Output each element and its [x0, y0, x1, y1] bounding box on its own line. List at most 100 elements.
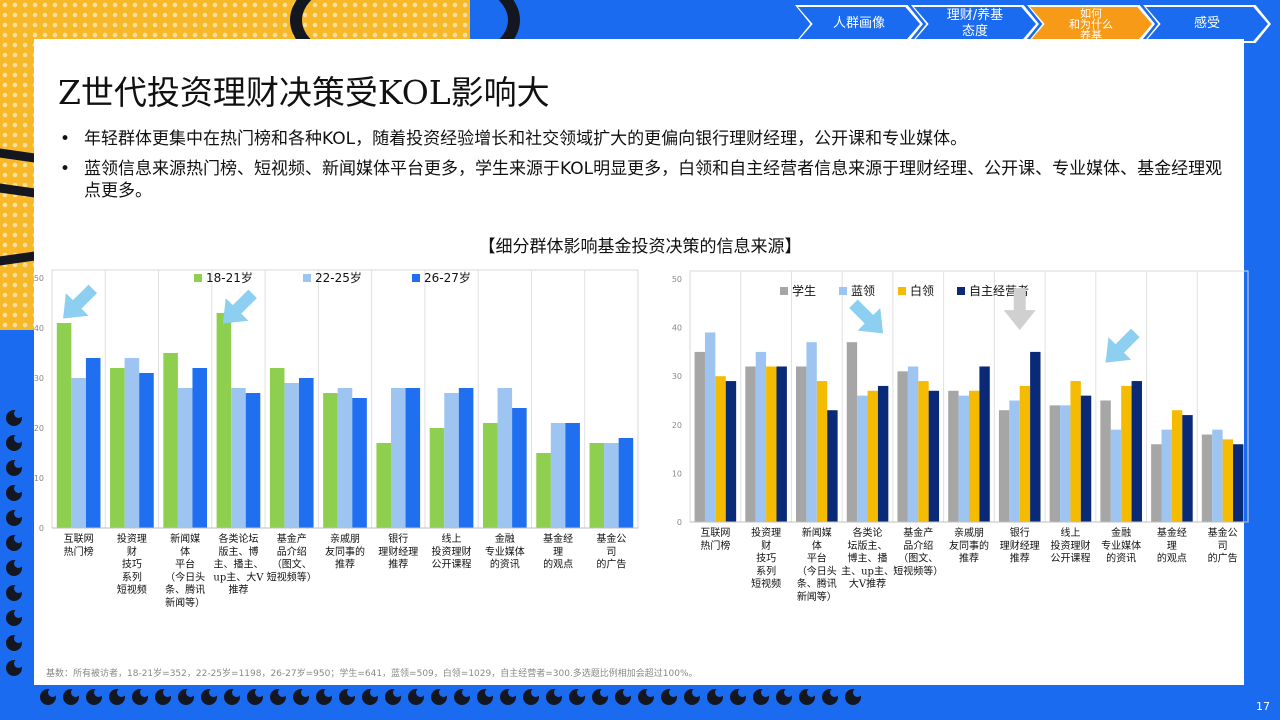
legend-swatch — [412, 274, 420, 282]
bar — [806, 342, 817, 522]
bar — [497, 388, 513, 528]
x-tick-label: 亲戚朋友同事的推荐 — [325, 532, 365, 571]
bar — [536, 453, 551, 528]
bar — [928, 390, 940, 522]
bar — [979, 366, 990, 522]
bar — [352, 398, 367, 528]
legend-swatch — [957, 287, 965, 295]
bar — [85, 358, 101, 528]
legend-swatch — [303, 274, 311, 282]
moon-shape — [753, 688, 770, 705]
moon-shape — [684, 688, 701, 705]
y-tick-label: 20 — [34, 424, 44, 433]
bar — [269, 368, 285, 528]
highlight-arrow-icon — [1105, 328, 1140, 363]
moon-shape — [362, 688, 379, 705]
moon-shape — [178, 688, 195, 705]
x-tick-label: 新闻媒体平台（今日头条、腾讯新闻等） — [165, 532, 205, 609]
moon-shape — [546, 688, 563, 705]
bar — [458, 388, 474, 528]
moon-shape — [707, 688, 724, 705]
nav-tab-label: 如何 和为什么 养基 — [1069, 6, 1113, 42]
bar — [857, 395, 868, 522]
moon-shape — [6, 509, 23, 526]
legend-label: 22-25岁 — [315, 270, 362, 285]
bar — [1121, 385, 1132, 522]
moon-shape — [6, 584, 23, 601]
x-tick-label: 各类论坛版主、博主、播主、up主、大V推荐 — [841, 526, 894, 590]
x-tick-label: 基金产品介绍（图文、短视频等） — [267, 532, 317, 583]
section-nav: 人群画像 理财/养基 态度 如何 和为什么 养基 感受 — [795, 5, 1275, 43]
bar — [776, 366, 787, 522]
bar — [998, 410, 1010, 522]
moon-shape — [477, 688, 494, 705]
chart-left: 0 10 20 30 40 50 互联网热门榜 投资理财技巧系列短视频 新闻媒体平台（今日头条、… — [30, 262, 650, 626]
x-tick-label: 金融专业媒体的资讯 — [1101, 526, 1141, 565]
bar — [565, 423, 580, 528]
x-tick-label: 基金经理的观点 — [543, 532, 573, 571]
bar — [1161, 429, 1172, 522]
highlight-arrow-icon — [1003, 288, 1036, 331]
bar — [604, 443, 619, 528]
bar — [1171, 410, 1183, 522]
nav-tab-label: 理财/养基 态度 — [946, 8, 1004, 39]
bar — [704, 332, 716, 522]
moon-shape — [63, 688, 80, 705]
moon-shape — [339, 688, 356, 705]
nav-tab[interactable]: 感受 — [1143, 5, 1271, 43]
bar — [1009, 400, 1020, 522]
bar — [444, 393, 459, 528]
bar — [745, 366, 756, 522]
legend-label: 白领 — [910, 283, 934, 298]
bar — [948, 390, 959, 522]
x-tick-label: 银行理财经理推荐 — [1000, 526, 1040, 565]
bar — [816, 381, 828, 522]
y-tick-label: 20 — [672, 421, 682, 430]
moon-shape — [822, 688, 839, 705]
bar — [694, 351, 705, 522]
bar — [796, 366, 807, 522]
legend-label: 26-27岁 — [424, 270, 471, 285]
bar — [124, 358, 140, 528]
moon-shape — [799, 688, 816, 705]
bar — [1030, 351, 1041, 522]
x-tick-label: 新闻媒体平台（今日头条、腾讯新闻等） — [797, 526, 837, 603]
bar — [725, 381, 737, 522]
moon-shape — [730, 688, 747, 705]
y-tick-label: 0 — [677, 518, 682, 527]
chart-left-svg: 0 10 20 30 40 50 互联网热门榜投资理财技巧系列短视频新闻媒体平台（今日头条、… — [34, 269, 639, 609]
legend-swatch — [839, 287, 847, 295]
chart-heading: 【细分群体影响基金投资决策的信息来源】 — [478, 237, 802, 257]
bar — [550, 423, 566, 528]
footnote: 基数：所有被访者，18-21岁=352，22-25岁=1198，26-27岁=9… — [46, 669, 698, 679]
y-tick-label: 40 — [672, 324, 682, 333]
bar — [755, 351, 767, 522]
bar — [405, 388, 421, 528]
nav-tab-label: 人群画像 — [832, 16, 885, 31]
nav-tab[interactable]: 如何 和为什么 养基 — [1027, 5, 1155, 43]
bar — [969, 390, 980, 522]
bar — [897, 371, 908, 522]
bar — [177, 388, 193, 528]
bar — [715, 376, 726, 522]
bar — [216, 313, 232, 528]
bar — [71, 378, 86, 528]
legend-swatch — [194, 274, 202, 282]
moon-shape — [132, 688, 149, 705]
moon-shape — [155, 688, 172, 705]
bar — [482, 423, 498, 528]
legend-label: 18-21岁 — [206, 270, 253, 285]
moon-shape — [224, 688, 241, 705]
nav-tab[interactable]: 理财/养基 态度 — [911, 5, 1039, 43]
moon-shape — [201, 688, 218, 705]
x-tick-label: 线上投资理财公开课程 — [432, 532, 472, 571]
x-tick-label: 亲戚朋友同事的推荐 — [949, 526, 989, 565]
y-tick-label: 50 — [672, 275, 682, 284]
nav-tab[interactable]: 人群画像 — [795, 5, 923, 43]
moon-shape — [270, 688, 287, 705]
legend-label: 蓝领 — [851, 284, 875, 298]
y-tick-label: 0 — [39, 524, 44, 533]
bar — [1100, 400, 1111, 522]
moon-shape — [6, 434, 23, 451]
x-tick-label: 基金经理的观点 — [1157, 526, 1187, 565]
